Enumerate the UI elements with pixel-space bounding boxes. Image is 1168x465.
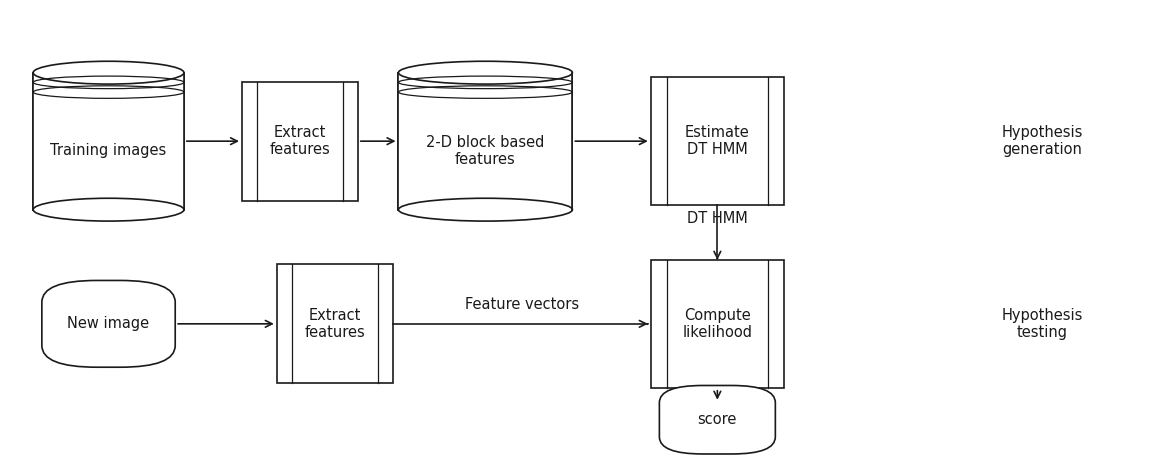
Text: Feature vectors: Feature vectors: [465, 298, 578, 312]
Text: Training images: Training images: [50, 143, 167, 158]
Ellipse shape: [33, 61, 183, 84]
FancyBboxPatch shape: [660, 385, 776, 454]
Ellipse shape: [398, 61, 572, 84]
Bar: [651, 260, 784, 388]
Text: Extract
features: Extract features: [305, 308, 366, 340]
FancyBboxPatch shape: [42, 280, 175, 367]
Text: Hypothesis
testing: Hypothesis testing: [1001, 308, 1083, 340]
Text: Extract
features: Extract features: [270, 125, 331, 157]
Ellipse shape: [33, 198, 183, 221]
Bar: [651, 77, 784, 205]
Bar: [398, 73, 572, 210]
Ellipse shape: [398, 198, 572, 221]
Text: 2-D block based
features: 2-D block based features: [426, 134, 544, 167]
Text: score: score: [697, 412, 737, 427]
Text: Compute
likelihood: Compute likelihood: [682, 308, 752, 340]
Text: Hypothesis
generation: Hypothesis generation: [1001, 125, 1083, 157]
Bar: [242, 82, 357, 200]
Text: New image: New image: [68, 316, 150, 332]
Text: DT HMM: DT HMM: [687, 211, 748, 226]
Text: Estimate
DT HMM: Estimate DT HMM: [684, 125, 750, 157]
Bar: [277, 265, 392, 383]
Bar: [33, 73, 183, 210]
